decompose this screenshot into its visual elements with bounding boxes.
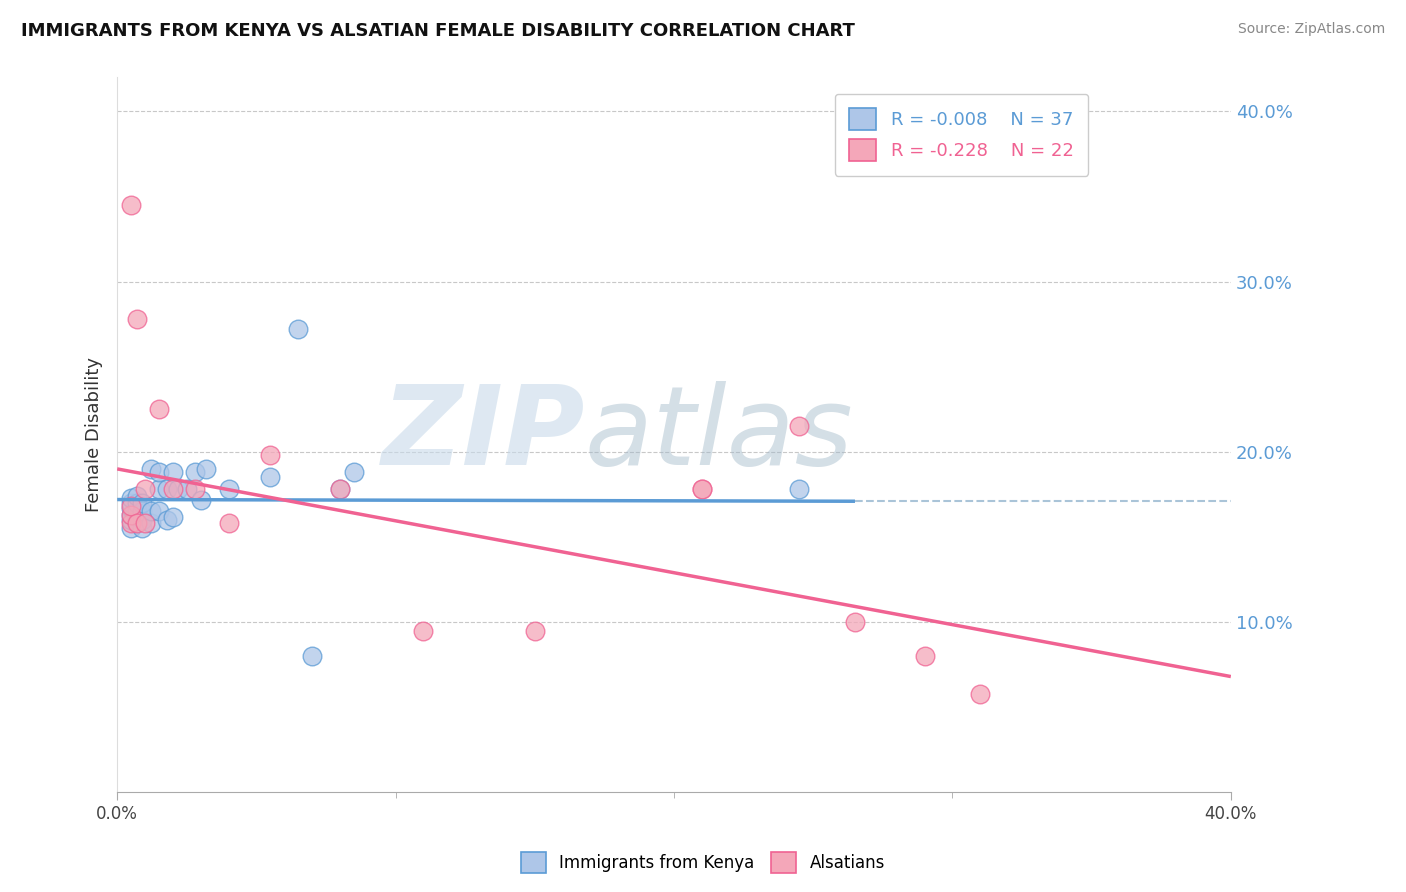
Point xyxy=(301,649,323,664)
Point xyxy=(125,502,148,516)
Text: IMMIGRANTS FROM KENYA VS ALSATIAN FEMALE DISABILITY CORRELATION CHART: IMMIGRANTS FROM KENYA VS ALSATIAN FEMALE… xyxy=(21,22,855,40)
Point xyxy=(162,483,184,497)
Point xyxy=(329,483,352,497)
Point xyxy=(184,483,207,497)
Point xyxy=(844,615,866,629)
Text: Source: ZipAtlas.com: Source: ZipAtlas.com xyxy=(1237,22,1385,37)
Legend: R = -0.008    N = 37, R = -0.228    N = 22: R = -0.008 N = 37, R = -0.228 N = 22 xyxy=(835,94,1088,176)
Point xyxy=(125,516,148,531)
Text: atlas: atlas xyxy=(585,382,853,488)
Point xyxy=(125,496,148,510)
Point xyxy=(139,516,162,531)
Point xyxy=(969,687,991,701)
Point xyxy=(162,509,184,524)
Point xyxy=(120,496,142,510)
Point xyxy=(259,448,281,462)
Point xyxy=(120,500,142,514)
Point xyxy=(343,465,366,479)
Point xyxy=(148,504,170,518)
Y-axis label: Female Disability: Female Disability xyxy=(86,358,103,512)
Point xyxy=(125,489,148,503)
Point xyxy=(134,516,156,531)
Point xyxy=(120,521,142,535)
Point xyxy=(329,483,352,497)
Point xyxy=(131,513,153,527)
Point xyxy=(190,492,212,507)
Point xyxy=(690,483,713,497)
Point xyxy=(176,483,198,497)
Point xyxy=(120,491,142,505)
Point xyxy=(131,521,153,535)
Point xyxy=(120,516,142,531)
Point xyxy=(412,624,434,638)
Point xyxy=(134,483,156,497)
Text: ZIP: ZIP xyxy=(381,382,585,488)
Point xyxy=(259,470,281,484)
Legend: Immigrants from Kenya, Alsatians: Immigrants from Kenya, Alsatians xyxy=(515,846,891,880)
Point xyxy=(218,516,240,531)
Point xyxy=(195,462,218,476)
Point xyxy=(125,509,148,524)
Point xyxy=(148,483,170,497)
Point xyxy=(131,504,153,518)
Point xyxy=(120,508,142,522)
Point xyxy=(184,465,207,479)
Point xyxy=(167,483,190,497)
Point xyxy=(287,322,309,336)
Point xyxy=(120,513,142,527)
Point xyxy=(690,483,713,497)
Point xyxy=(125,516,148,531)
Point xyxy=(120,501,142,516)
Point xyxy=(139,504,162,518)
Point xyxy=(787,483,810,497)
Point xyxy=(125,312,148,326)
Point xyxy=(156,513,179,527)
Point xyxy=(120,508,142,522)
Point xyxy=(523,624,546,638)
Point xyxy=(218,483,240,497)
Point xyxy=(162,465,184,479)
Point xyxy=(148,402,170,417)
Point xyxy=(131,496,153,510)
Point xyxy=(914,649,936,664)
Point xyxy=(139,462,162,476)
Point xyxy=(120,198,142,212)
Point xyxy=(787,419,810,434)
Point xyxy=(148,465,170,479)
Point xyxy=(156,483,179,497)
